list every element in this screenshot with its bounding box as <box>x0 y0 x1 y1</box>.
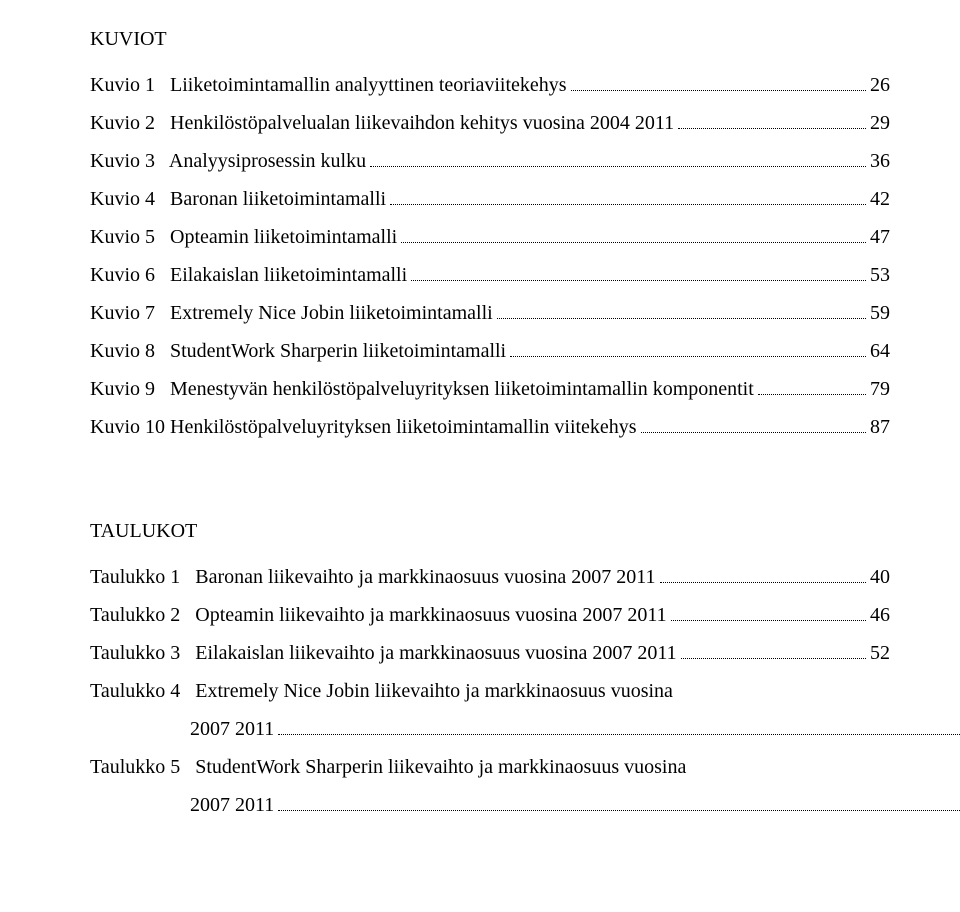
leader-dots <box>401 226 866 243</box>
kuviot-entry-page: 79 <box>870 370 890 408</box>
leader-dots <box>411 264 866 281</box>
kuviot-entry: Kuvio 3 Analyysiprosessin kulku 36 <box>90 142 890 180</box>
kuviot-list: Kuvio 1 Liiketoimintamallin analyyttinen… <box>90 66 890 446</box>
leader-dots <box>510 340 866 357</box>
taulukot-entry: Taulukko 1 Baronan liikevaihto ja markki… <box>90 558 890 596</box>
kuviot-entry-page: 64 <box>870 332 890 370</box>
section-gap <box>90 476 890 512</box>
kuviot-entry-page: 29 <box>870 104 890 142</box>
taulukot-section: TAULUKOT Taulukko 1 Baronan liikevaihto … <box>90 512 890 824</box>
taulukot-entry-page: 52 <box>870 634 890 672</box>
leader-dots <box>681 642 866 659</box>
taulukot-entry-page: 46 <box>870 596 890 634</box>
kuviot-heading: KUVIOT <box>90 20 890 58</box>
leader-dots <box>278 718 960 735</box>
taulukot-entry-text: Taulukko 3 Eilakaislan liikevaihto ja ma… <box>90 634 677 672</box>
kuviot-entry-text: Kuvio 6 Eilakaislan liiketoimintamalli <box>90 256 407 294</box>
taulukot-entry-text: 2007 2011 <box>190 786 274 824</box>
kuviot-entry: Kuvio 9 Menestyvän henkilöstöpalveluyrit… <box>90 370 890 408</box>
kuviot-entry-page: 36 <box>870 142 890 180</box>
kuviot-entry-text: Kuvio 1 Liiketoimintamallin analyyttinen… <box>90 66 567 104</box>
taulukot-entry: Taulukko 3 Eilakaislan liikevaihto ja ma… <box>90 634 890 672</box>
leader-dots <box>497 302 866 319</box>
taulukot-entry: Taulukko 4 Extremely Nice Jobin liikevai… <box>90 672 890 710</box>
kuviot-entry-text: Kuvio 3 Analyysiprosessin kulku <box>90 142 366 180</box>
leader-dots <box>641 416 866 433</box>
kuviot-entry: Kuvio 10 Henkilöstöpalveluyrityksen liik… <box>90 408 890 446</box>
kuviot-entry-page: 47 <box>870 218 890 256</box>
kuviot-entry: Kuvio 1 Liiketoimintamallin analyyttinen… <box>90 66 890 104</box>
taulukot-entry: Taulukko 5 StudentWork Sharperin liikeva… <box>90 748 890 786</box>
taulukot-entry-text: Taulukko 1 Baronan liikevaihto ja markki… <box>90 558 656 596</box>
taulukot-entry-text: Taulukko 5 StudentWork Sharperin liikeva… <box>90 748 686 786</box>
kuviot-entry-text: Kuvio 5 Opteamin liiketoimintamalli <box>90 218 397 256</box>
taulukot-entry-page: 40 <box>870 558 890 596</box>
kuviot-entry-text: Kuvio 8 StudentWork Sharperin liiketoimi… <box>90 332 506 370</box>
leader-dots <box>390 188 866 205</box>
taulukot-entry-text: Taulukko 2 Opteamin liikevaihto ja markk… <box>90 596 667 634</box>
taulukot-entry: Taulukko 2 Opteamin liikevaihto ja markk… <box>90 596 890 634</box>
kuviot-entry-text: Kuvio 2 Henkilöstöpalvelualan liikevaihd… <box>90 104 674 142</box>
kuviot-entry-page: 87 <box>870 408 890 446</box>
taulukot-entry: 2007 201163 <box>90 786 960 824</box>
kuviot-entry: Kuvio 8 StudentWork Sharperin liiketoimi… <box>90 332 890 370</box>
leader-dots <box>660 566 866 583</box>
kuviot-entry: Kuvio 4 Baronan liiketoimintamalli 42 <box>90 180 890 218</box>
kuviot-entry: Kuvio 6 Eilakaislan liiketoimintamalli 53 <box>90 256 890 294</box>
leader-dots <box>571 74 866 91</box>
taulukot-entry-text: Taulukko 4 Extremely Nice Jobin liikevai… <box>90 672 673 710</box>
kuviot-entry: Kuvio 5 Opteamin liiketoimintamalli 47 <box>90 218 890 256</box>
kuviot-entry-page: 26 <box>870 66 890 104</box>
kuviot-entry-text: Kuvio 4 Baronan liiketoimintamalli <box>90 180 386 218</box>
leader-dots <box>370 150 866 167</box>
kuviot-section: KUVIOT Kuvio 1 Liiketoimintamallin analy… <box>90 20 890 446</box>
kuviot-entry-text: Kuvio 10 Henkilöstöpalveluyrityksen liik… <box>90 408 637 446</box>
leader-dots <box>678 112 866 129</box>
leader-dots <box>278 794 960 811</box>
kuviot-entry: Kuvio 2 Henkilöstöpalvelualan liikevaihd… <box>90 104 890 142</box>
taulukot-list: Taulukko 1 Baronan liikevaihto ja markki… <box>90 558 890 824</box>
leader-dots <box>758 378 866 395</box>
kuviot-entry-page: 59 <box>870 294 890 332</box>
kuviot-entry-page: 53 <box>870 256 890 294</box>
kuviot-entry: Kuvio 7 Extremely Nice Jobin liiketoimin… <box>90 294 890 332</box>
kuviot-entry-text: Kuvio 7 Extremely Nice Jobin liiketoimin… <box>90 294 493 332</box>
kuviot-entry-text: Kuvio 9 Menestyvän henkilöstöpalveluyrit… <box>90 370 754 408</box>
kuviot-entry-page: 42 <box>870 180 890 218</box>
leader-dots <box>671 604 866 621</box>
taulukot-entry-text: 2007 2011 <box>190 710 274 748</box>
taulukot-entry: 2007 201157 <box>90 710 960 748</box>
taulukot-heading: TAULUKOT <box>90 512 890 550</box>
